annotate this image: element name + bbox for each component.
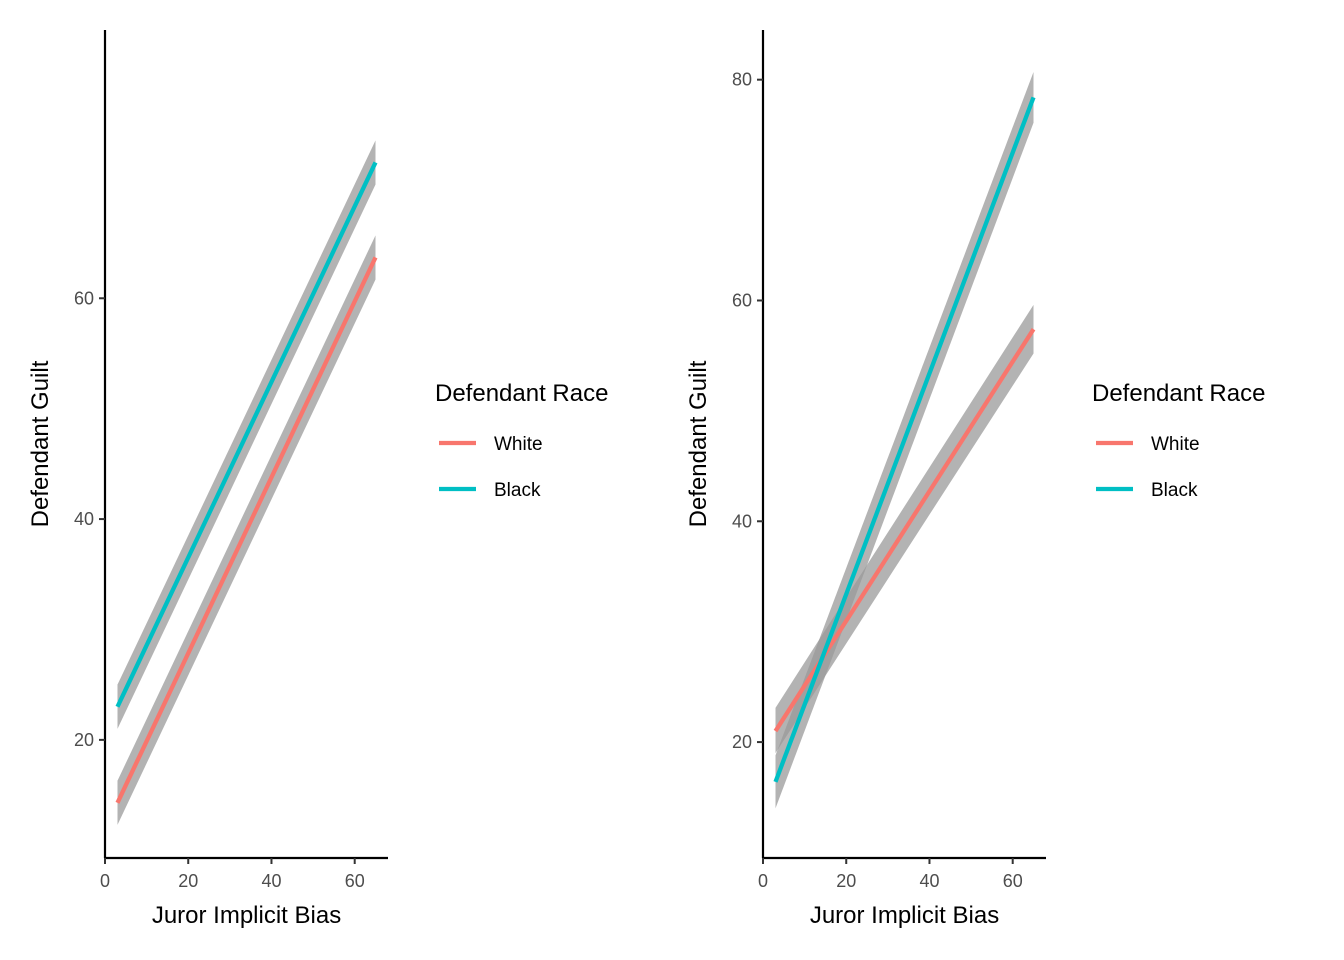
y-tick-label: 60: [732, 290, 752, 310]
y-tick-label: 80: [732, 70, 752, 90]
x-tick-label: 20: [836, 871, 856, 891]
right-panel: 0 20 40 60 20 40 60 80 Juror Implicit Bias Defend…: [685, 30, 1265, 929]
series-line-white: [115, 256, 378, 804]
x-tick-label: 60: [345, 871, 365, 891]
y-axis-title: Defendant Guilt: [27, 360, 54, 527]
x-axis-title: Juror Implicit Bias: [152, 902, 341, 929]
legend-title: Defendant Race: [1092, 380, 1265, 407]
y-tick-label: 60: [74, 288, 94, 308]
x-tick-label: 0: [758, 871, 768, 891]
legend: Defendant Race White Black: [1092, 380, 1265, 501]
y-axis-title: Defendant Guilt: [685, 360, 712, 527]
y-tick-label: 20: [74, 730, 94, 750]
y-tick-label: 40: [732, 511, 752, 531]
legend: Defendant Race White Black: [435, 380, 608, 501]
x-tick-label: 60: [1003, 871, 1023, 891]
series-line-white: [773, 328, 1036, 733]
series-line-black: [773, 96, 1036, 783]
x-tick-label: 40: [261, 871, 281, 891]
x-tick-label: 0: [100, 871, 110, 891]
legend-label-black: Black: [1151, 480, 1198, 501]
x-tick-label: 40: [919, 871, 939, 891]
legend-label-white: White: [1151, 434, 1200, 455]
legend-label-black: Black: [494, 480, 541, 501]
legend-title: Defendant Race: [435, 380, 608, 407]
y-tick-label: 40: [74, 509, 94, 529]
legend-label-white: White: [494, 434, 543, 455]
series-line-black: [115, 161, 378, 708]
y-tick-label: 20: [732, 732, 752, 752]
x-tick-label: 20: [178, 871, 198, 891]
x-axis-title: Juror Implicit Bias: [810, 902, 999, 929]
